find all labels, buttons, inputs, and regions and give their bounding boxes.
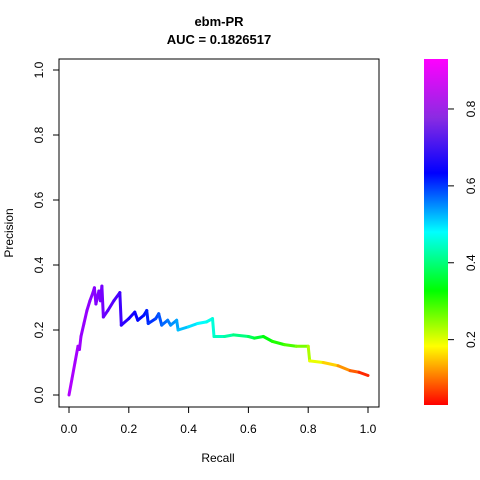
x-tick-label: 0.4 xyxy=(180,422,197,436)
pr-curve-segment xyxy=(77,335,83,351)
pr-curve-segment xyxy=(306,344,312,363)
chart-subtitle: AUC = 0.1826517 xyxy=(167,32,271,47)
colorbar-ticks: 0.2 0.4 0.6 0.8 xyxy=(448,100,478,348)
pr-curve-segment xyxy=(119,317,131,327)
pr-curve-segment xyxy=(157,312,164,327)
pr-curve-segment xyxy=(357,370,370,377)
pr-curve-segment xyxy=(282,343,298,348)
x-tick-label: 1.0 xyxy=(360,422,377,436)
pr-curve-segment xyxy=(67,377,74,397)
y-tick-label: 0.0 xyxy=(32,386,46,403)
pr-curve-segment xyxy=(231,333,250,338)
pr-curve-segment xyxy=(261,335,274,343)
colorbar-tick-label: 0.2 xyxy=(464,331,478,348)
x-axis: 0.0 0.2 0.4 0.6 0.8 1.0 xyxy=(61,406,377,436)
pr-curve-segment xyxy=(196,320,209,325)
pr-curve-segment xyxy=(222,333,235,338)
plot-frame xyxy=(58,58,380,408)
pr-curve-segment xyxy=(100,284,105,319)
colorbar-tick-label: 0.8 xyxy=(464,100,478,117)
y-tick-label: 0.8 xyxy=(32,126,46,143)
pr-curve-segment xyxy=(176,325,191,332)
chart-title: ebm-PR xyxy=(194,14,244,29)
y-axis-label: Precision xyxy=(2,208,16,257)
x-tick-label: 0.0 xyxy=(61,422,78,436)
x-tick-label: 0.2 xyxy=(120,422,137,436)
y-tick-label: 1.0 xyxy=(32,61,46,78)
pr-curve-segment xyxy=(348,369,361,374)
pr-curve-segment xyxy=(106,299,116,312)
pr-curve-segment xyxy=(79,322,86,338)
pr-curve-segment xyxy=(85,299,92,312)
pr-curve-segment xyxy=(70,361,77,381)
pr-curve-segment xyxy=(211,317,216,338)
pr-curve-segment xyxy=(270,339,286,347)
pr-curve-segment xyxy=(187,322,200,329)
pr-curve-segment xyxy=(336,364,352,373)
pr-curve-segment xyxy=(252,335,265,340)
y-tick-label: 0.6 xyxy=(32,191,46,208)
pr-curve-segment xyxy=(82,309,89,325)
x-axis-label: Recall xyxy=(201,451,234,465)
pr-curve-segment xyxy=(118,291,123,327)
pr-curve-segment xyxy=(321,361,340,368)
colorbar-tick-label: 0.4 xyxy=(464,254,478,271)
pr-curve xyxy=(67,284,370,397)
colorbar-tick-label: 0.6 xyxy=(464,177,478,194)
y-tick-label: 0.4 xyxy=(32,256,46,273)
y-tick-label: 0.2 xyxy=(32,321,46,338)
x-tick-label: 0.8 xyxy=(300,422,317,436)
pr-curve-segment xyxy=(308,359,325,364)
pr-curve-segment xyxy=(175,318,180,332)
pr-curve-segment xyxy=(145,309,150,325)
x-tick-label: 0.6 xyxy=(240,422,257,436)
y-axis: 0.0 0.2 0.4 0.6 0.8 1.0 xyxy=(32,61,60,403)
pr-curve-segment xyxy=(73,344,80,364)
colorbar xyxy=(424,59,448,405)
